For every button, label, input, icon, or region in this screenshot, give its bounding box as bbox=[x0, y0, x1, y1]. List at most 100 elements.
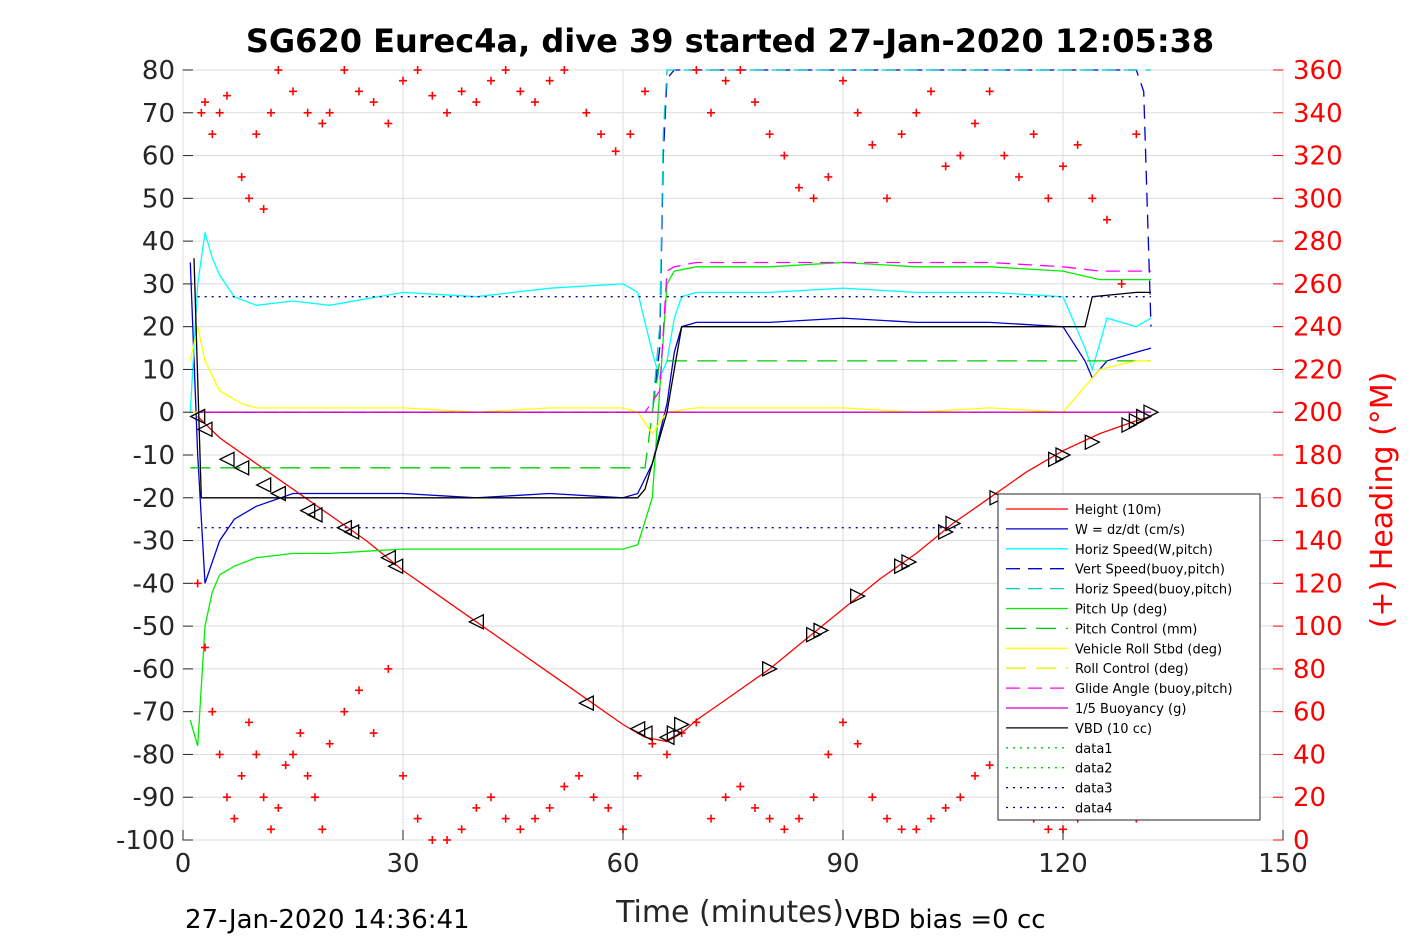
y2-tick-label: 120 bbox=[1293, 569, 1343, 599]
y2-tick-label: 300 bbox=[1293, 184, 1343, 214]
legend-label: Vehicle Roll Stbd (deg) bbox=[1075, 642, 1222, 657]
x-axis: 0 30 60 90 120 150 bbox=[175, 830, 1308, 879]
y2-tick-label: 20 bbox=[1293, 783, 1326, 813]
legend-label: W = dz/dt (cm/s) bbox=[1075, 523, 1185, 538]
x-tick-label: 150 bbox=[1258, 849, 1308, 879]
legend-label: Roll Control (deg) bbox=[1075, 662, 1189, 677]
height-marker-down bbox=[629, 720, 646, 737]
legend: Height (10m) W = dz/dt (cm/s) Horiz Speed(… bbox=[997, 493, 1261, 821]
height-marker-down bbox=[306, 506, 323, 523]
x-axis-label: Time (minutes) bbox=[615, 895, 844, 930]
height-marker-down bbox=[387, 558, 404, 575]
legend-label: Horiz Speed(W,pitch) bbox=[1075, 543, 1213, 558]
y-tick-label: -50 bbox=[133, 612, 175, 642]
height-marker-down bbox=[335, 519, 352, 536]
y-tick-label: 70 bbox=[142, 99, 175, 129]
height-marker-down bbox=[299, 502, 316, 519]
series-line-roll bbox=[189, 326, 1151, 435]
legend-label: Horiz Speed(buoy,pitch) bbox=[1075, 583, 1232, 598]
y-tick-label: -100 bbox=[116, 826, 175, 856]
series-layer bbox=[189, 69, 1152, 747]
height-marker-down bbox=[196, 421, 213, 438]
y2-tick-label: 0 bbox=[1293, 826, 1310, 856]
y-tick-label: 50 bbox=[142, 184, 175, 214]
y2-tick-label: 180 bbox=[1293, 441, 1343, 471]
y-tick-label: 80 bbox=[142, 56, 175, 86]
series-line-pitch bbox=[189, 261, 1151, 747]
x-tick-label: 30 bbox=[386, 849, 419, 879]
y2-axis-label: (+) Heading (°M) bbox=[1365, 372, 1400, 629]
markers-layer bbox=[189, 66, 1160, 844]
y2-tick-label: 40 bbox=[1293, 740, 1326, 770]
height-marker-up bbox=[1143, 404, 1160, 421]
legend-label: data2 bbox=[1075, 762, 1113, 777]
legend-label: Glide Angle (buoy,pitch) bbox=[1075, 682, 1233, 697]
y-tick-label: -70 bbox=[133, 698, 175, 728]
y2-tick-label: 340 bbox=[1293, 99, 1343, 129]
y2-tick-label: 280 bbox=[1293, 227, 1343, 257]
legend-label: Height (10m) bbox=[1075, 503, 1161, 518]
height-marker-up bbox=[989, 489, 1006, 506]
y-tick-label: 60 bbox=[142, 142, 175, 172]
legend-label: data3 bbox=[1075, 782, 1113, 797]
x-tick-label: 60 bbox=[606, 849, 639, 879]
height-marker-down bbox=[467, 613, 484, 630]
height-marker-up bbox=[1055, 446, 1072, 464]
y2-tick-label: 240 bbox=[1293, 313, 1343, 343]
height-marker-up bbox=[674, 716, 691, 733]
x-tick-label: 0 bbox=[175, 849, 192, 879]
y-tick-label: -30 bbox=[133, 527, 175, 557]
height-marker-down bbox=[343, 523, 360, 541]
legend-label: Pitch Control (mm) bbox=[1075, 622, 1197, 637]
height-marker-up bbox=[901, 553, 918, 570]
legend-label: 1/5 Buoyancy (g) bbox=[1075, 702, 1186, 717]
height-marker-down bbox=[218, 451, 235, 468]
legend-label: VBD (10 cc) bbox=[1075, 722, 1152, 737]
y2-tick-label: 100 bbox=[1293, 612, 1343, 642]
series-line-horiz bbox=[189, 232, 1152, 413]
y2-tick-label: 200 bbox=[1293, 398, 1343, 428]
height-marker-down bbox=[189, 408, 206, 425]
y2-tick-label: 220 bbox=[1293, 355, 1343, 385]
y-tick-label: 30 bbox=[142, 270, 175, 300]
height-marker-up bbox=[850, 588, 867, 605]
legend-label: data1 bbox=[1075, 742, 1113, 757]
chart-title: SG620 Eurec4a, dive 39 started 27-Jan-20… bbox=[246, 22, 1214, 60]
y2-tick-label: 320 bbox=[1293, 142, 1343, 172]
x-tick-label: 90 bbox=[826, 849, 859, 879]
y2-tick-label: 160 bbox=[1293, 484, 1343, 514]
y2-tick-label: 360 bbox=[1293, 56, 1343, 86]
y-tick-label: -90 bbox=[133, 783, 175, 813]
y2-tick-label: 140 bbox=[1293, 527, 1343, 557]
height-marker-down bbox=[269, 485, 286, 502]
y-tick-label: 0 bbox=[158, 398, 175, 428]
y-tick-label: -60 bbox=[133, 655, 175, 685]
y2-tick-label: 260 bbox=[1293, 270, 1343, 300]
y-axis-right: 3603403203002802602402202001801601401201… bbox=[1273, 56, 1343, 856]
legend-label: Vert Speed(buoy,pitch) bbox=[1075, 563, 1225, 578]
y-tick-label: 10 bbox=[142, 355, 175, 385]
height-marker-down bbox=[233, 459, 250, 476]
y-tick-label: -40 bbox=[133, 569, 175, 599]
legend-label: Pitch Up (deg) bbox=[1075, 603, 1167, 618]
height-marker-up bbox=[813, 622, 830, 639]
height-marker-up bbox=[762, 660, 779, 677]
legend-label: data4 bbox=[1075, 802, 1113, 817]
y-tick-label: -10 bbox=[133, 441, 175, 471]
height-marker-up bbox=[1084, 434, 1101, 451]
height-marker-down bbox=[577, 695, 594, 712]
height-marker-up bbox=[945, 515, 962, 532]
series-line-glide bbox=[197, 261, 1151, 413]
series-line-vbd bbox=[193, 258, 1151, 499]
height-marker-down bbox=[379, 549, 396, 566]
y2-tick-label: 80 bbox=[1293, 655, 1326, 685]
footer-timestamp: 27-Jan-2020 14:36:41 bbox=[185, 905, 470, 935]
y-tick-label: -80 bbox=[133, 740, 175, 770]
height-marker-down bbox=[255, 476, 272, 493]
y-tick-label: -20 bbox=[133, 484, 175, 514]
x-tick-label: 120 bbox=[1038, 849, 1088, 879]
y-tick-label: 20 bbox=[142, 313, 175, 343]
y2-tick-label: 60 bbox=[1293, 698, 1326, 728]
y-tick-label: 40 bbox=[142, 227, 175, 257]
